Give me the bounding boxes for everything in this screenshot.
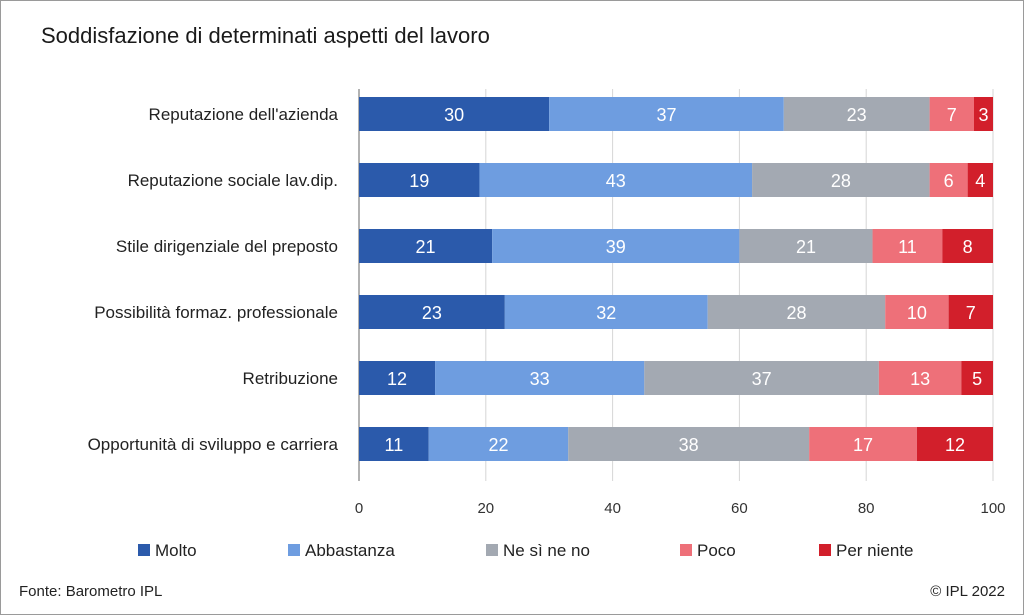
category-label: Reputazione dell'azienda bbox=[149, 105, 339, 124]
copyright-note: © IPL 2022 bbox=[930, 583, 1005, 600]
bar-segment bbox=[568, 427, 810, 461]
data-label: 30 bbox=[444, 105, 464, 125]
data-label: 21 bbox=[416, 237, 436, 257]
category-label: Reputazione sociale lav.dip. bbox=[128, 171, 338, 190]
bar-segment bbox=[359, 97, 550, 131]
chart-title: Soddisfazione di determinati aspetti del… bbox=[41, 23, 490, 48]
legend-label: Ne sì ne no bbox=[503, 541, 590, 560]
legend-label: Molto bbox=[155, 541, 197, 560]
legend-label: Poco bbox=[697, 541, 736, 560]
bar-segment bbox=[948, 295, 993, 329]
data-label: 21 bbox=[796, 237, 816, 257]
data-label: 28 bbox=[831, 171, 851, 191]
legend-swatch bbox=[680, 544, 692, 556]
x-tick-label: 80 bbox=[858, 500, 875, 517]
bar-segment bbox=[885, 295, 949, 329]
bar-segment bbox=[504, 295, 708, 329]
data-label: 11 bbox=[898, 237, 917, 257]
data-label: 10 bbox=[907, 303, 927, 323]
data-label: 8 bbox=[963, 237, 973, 257]
data-label: 7 bbox=[966, 303, 976, 323]
bar-segment bbox=[359, 361, 436, 395]
category-label: Opportunità di sviluppo e carriera bbox=[88, 435, 339, 454]
data-label: 6 bbox=[944, 171, 954, 191]
bar-segment bbox=[428, 427, 569, 461]
source-note: Fonte: Barometro IPL bbox=[19, 583, 163, 600]
legend-label: Per niente bbox=[836, 541, 914, 560]
bar-segment bbox=[549, 97, 784, 131]
bar-segment bbox=[878, 361, 962, 395]
data-label: 28 bbox=[786, 303, 806, 323]
data-label: 4 bbox=[975, 171, 985, 191]
x-tick-label: 40 bbox=[604, 500, 621, 517]
bar-segment bbox=[739, 229, 873, 263]
bar-segment bbox=[929, 163, 968, 197]
x-tick-label: 20 bbox=[477, 500, 494, 517]
category-label: Stile dirigenziale del preposto bbox=[116, 237, 338, 256]
data-label: 12 bbox=[945, 435, 965, 455]
bar-segment bbox=[359, 427, 429, 461]
data-label: 37 bbox=[752, 369, 772, 389]
x-tick-label: 60 bbox=[731, 500, 748, 517]
bar-segment bbox=[872, 229, 943, 263]
legend-swatch bbox=[138, 544, 150, 556]
data-label: 12 bbox=[387, 369, 407, 389]
bar-segment bbox=[929, 97, 974, 131]
bar-segment bbox=[359, 295, 505, 329]
bar-segment bbox=[809, 427, 917, 461]
data-label: 13 bbox=[910, 369, 930, 389]
data-label: 23 bbox=[847, 105, 867, 125]
bar-segment bbox=[783, 97, 930, 131]
data-label: 22 bbox=[488, 435, 508, 455]
data-label: 11 bbox=[385, 435, 404, 455]
category-label: Possibilità formaz. professionale bbox=[94, 303, 338, 322]
bar-segment bbox=[752, 163, 930, 197]
bar-segment bbox=[942, 229, 993, 263]
data-label: 23 bbox=[422, 303, 442, 323]
legend-swatch bbox=[288, 544, 300, 556]
data-label: 5 bbox=[972, 369, 982, 389]
bar-segment bbox=[916, 427, 993, 461]
bar-segment bbox=[967, 163, 993, 197]
data-label: 33 bbox=[530, 369, 550, 389]
data-label: 43 bbox=[606, 171, 626, 191]
x-tick-label: 100 bbox=[980, 500, 1005, 517]
bar-segment bbox=[707, 295, 886, 329]
data-label: 17 bbox=[853, 435, 873, 455]
bar-segment bbox=[644, 361, 879, 395]
bar-segment bbox=[359, 229, 493, 263]
x-tick-label: 0 bbox=[355, 500, 363, 517]
legend-swatch bbox=[819, 544, 831, 556]
data-label: 19 bbox=[409, 171, 429, 191]
data-label: 38 bbox=[679, 435, 699, 455]
data-label: 3 bbox=[978, 105, 988, 125]
bar-segment bbox=[359, 163, 480, 197]
category-label: Retribuzione bbox=[243, 369, 338, 388]
data-label: 37 bbox=[656, 105, 676, 125]
data-label: 32 bbox=[596, 303, 616, 323]
bar-segment bbox=[961, 361, 993, 395]
bar-segment bbox=[492, 229, 740, 263]
bar-segment bbox=[479, 163, 753, 197]
legend-label: Abbastanza bbox=[305, 541, 395, 560]
legend-swatch bbox=[486, 544, 498, 556]
bar-segment bbox=[973, 97, 993, 131]
data-label: 7 bbox=[947, 105, 957, 125]
data-label: 39 bbox=[606, 237, 626, 257]
bar-segment bbox=[435, 361, 645, 395]
